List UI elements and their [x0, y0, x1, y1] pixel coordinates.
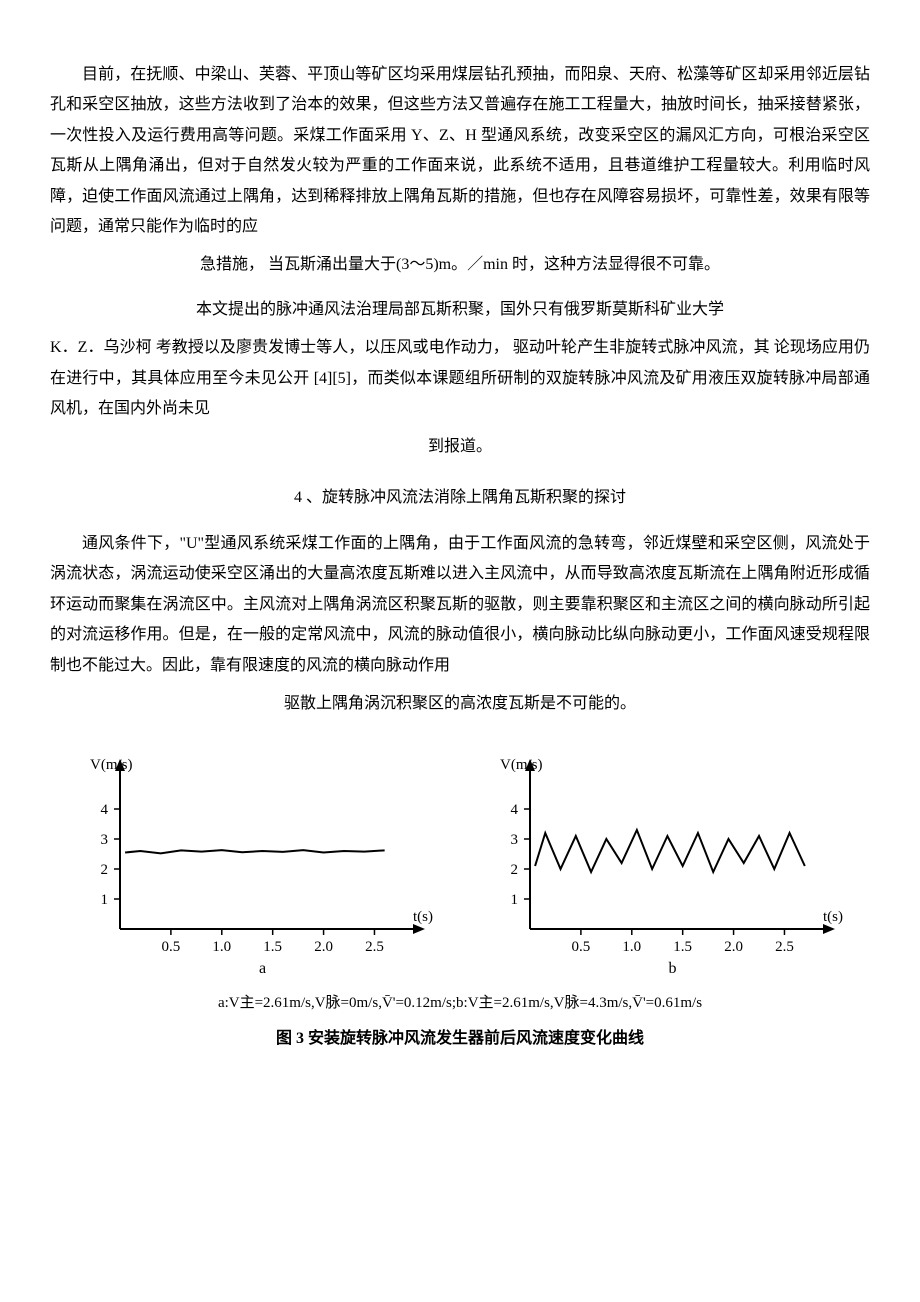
svg-text:t(s): t(s): [413, 909, 433, 925]
figure-3: 1 2 3 4 0.5 1.0 1.5 2.0 2.5 V(m/s) t(s) a 1 2 3 4 0.5 1.…: [50, 749, 870, 979]
paragraph-3-end: 驱散上隅角涡沉积聚区的高浓度瓦斯是不可能的。: [50, 689, 870, 719]
svg-text:a: a: [259, 960, 266, 977]
svg-text:1.5: 1.5: [673, 939, 692, 955]
svg-text:3: 3: [511, 832, 519, 848]
svg-text:2.0: 2.0: [724, 939, 743, 955]
svg-text:4: 4: [511, 802, 519, 818]
paragraph-2-end: 到报道。: [50, 432, 870, 462]
svg-text:1.0: 1.0: [212, 939, 231, 955]
paragraph-2-start: 本文提出的脉冲通风法治理局部瓦斯积聚，国外只有俄罗斯莫斯科矿业大学: [50, 295, 870, 325]
svg-text:1: 1: [101, 892, 109, 908]
svg-text:0.5: 0.5: [162, 939, 181, 955]
figure-3-caption: 图 3 安装旋转脉冲风流发生器前后风流速度变化曲线: [50, 1024, 870, 1054]
svg-text:2: 2: [101, 862, 109, 878]
section-4-title: 4 、旋转脉冲风流法消除上隅角瓦斯积聚的探讨: [50, 483, 870, 513]
paragraph-3: 通风条件下，"U"型通风系统采煤工作面的上隅角，由于工作面风流的急转弯，邻近煤壁…: [50, 529, 870, 681]
svg-text:2.5: 2.5: [775, 939, 794, 955]
svg-text:b: b: [669, 960, 677, 977]
figure-3-params: a:V主=2.61m/s,V脉=0m/s,V̄'=0.12m/s;b:V主=2.…: [50, 989, 870, 1018]
svg-text:t(s): t(s): [823, 909, 843, 925]
svg-text:1: 1: [511, 892, 519, 908]
svg-text:2.0: 2.0: [314, 939, 333, 955]
svg-text:3: 3: [101, 832, 109, 848]
svg-text:1.0: 1.0: [622, 939, 641, 955]
svg-text:1.5: 1.5: [263, 939, 282, 955]
svg-text:2: 2: [511, 862, 519, 878]
svg-text:V(m/s): V(m/s): [500, 757, 543, 773]
paragraph-2: K．Z．乌沙柯 考教授以及廖贵发博士等人，以压风或电作动力， 驱动叶轮产生非旋转…: [50, 333, 870, 424]
paragraph-1-end: 急措施， 当瓦斯涌出量大于(3～5)m。／min 时，这种方法显得很不可靠。: [50, 250, 870, 280]
chart-b: 1 2 3 4 0.5 1.0 1.5 2.0 2.5 V(m/s) t(s) b: [475, 749, 855, 979]
paragraph-1: 目前，在抚顺、中梁山、芙蓉、平顶山等矿区均采用煤层钻孔预抽，而阳泉、天府、松藻等…: [50, 60, 870, 242]
svg-text:2.5: 2.5: [365, 939, 384, 955]
svg-text:V(m/s): V(m/s): [90, 757, 133, 773]
svg-text:4: 4: [101, 802, 109, 818]
svg-text:0.5: 0.5: [572, 939, 591, 955]
chart-a: 1 2 3 4 0.5 1.0 1.5 2.0 2.5 V(m/s) t(s) a: [65, 749, 445, 979]
